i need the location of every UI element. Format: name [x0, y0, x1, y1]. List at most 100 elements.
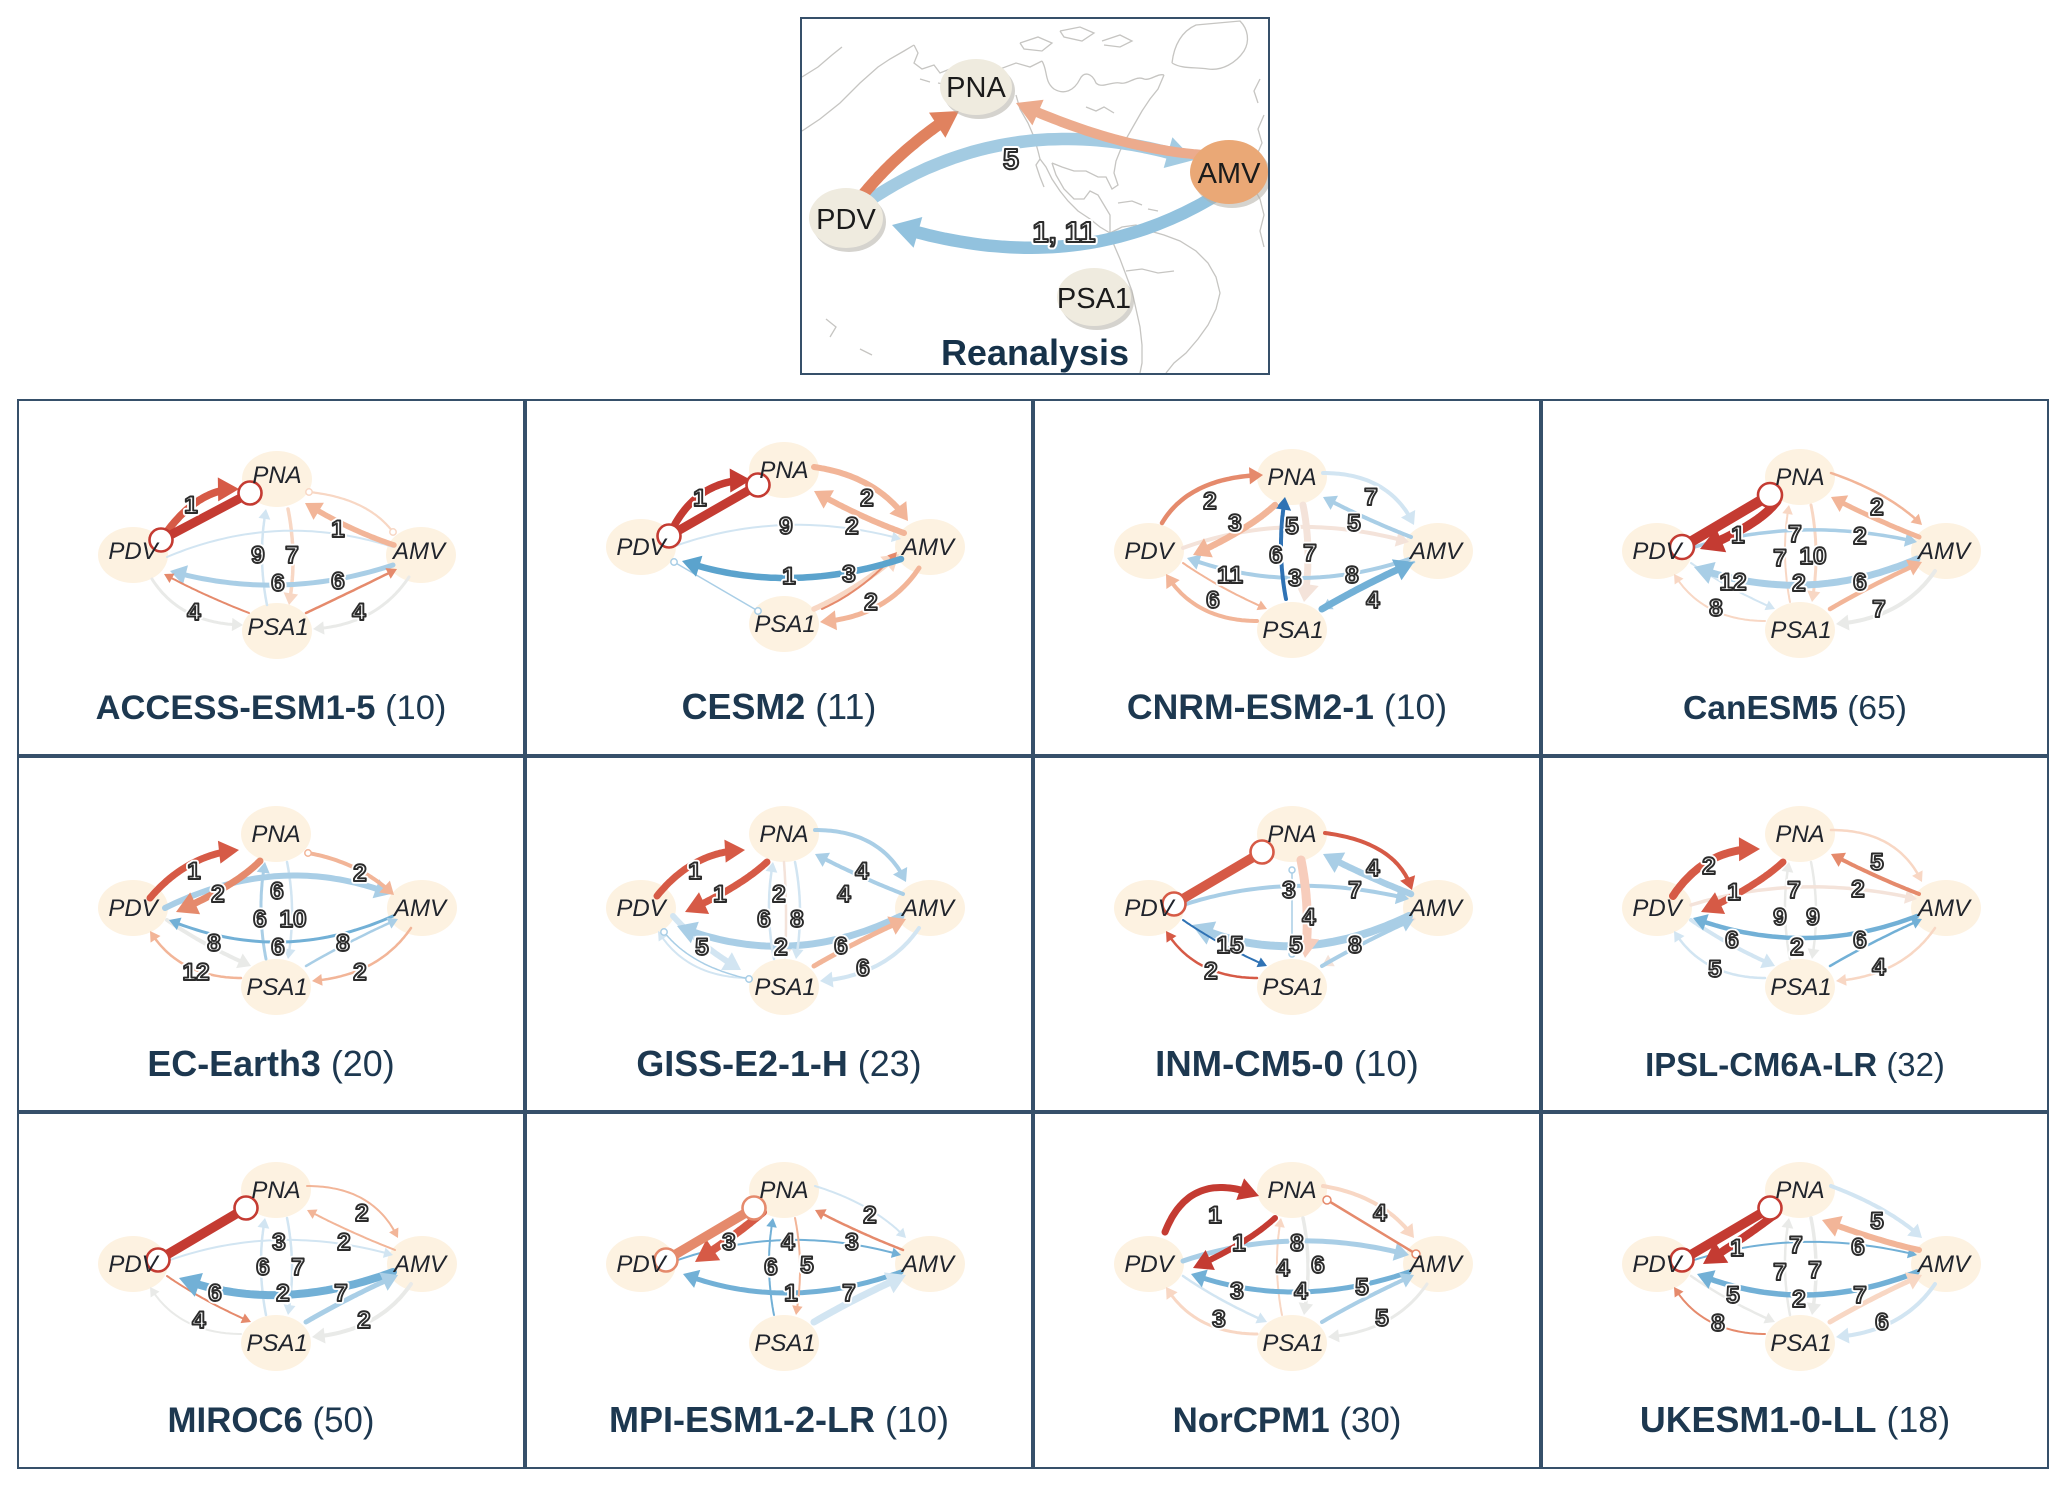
svg-text:1: 1	[1232, 1230, 1246, 1257]
svg-text:PSA1: PSA1	[1770, 974, 1831, 1001]
svg-text:PDV: PDV	[816, 204, 876, 236]
svg-text:5: 5	[1375, 1305, 1389, 1332]
svg-text:2: 2	[337, 1229, 351, 1256]
svg-text:2: 2	[860, 485, 874, 512]
svg-text:5: 5	[1726, 1282, 1740, 1309]
svg-text:2: 2	[1204, 958, 1218, 985]
svg-text:9: 9	[251, 542, 265, 569]
svg-text:NorCPM1 (30): NorCPM1 (30)	[1173, 1401, 1402, 1440]
svg-text:6: 6	[1853, 927, 1867, 954]
svg-text:2: 2	[211, 881, 225, 908]
svg-text:6: 6	[856, 955, 870, 982]
svg-text:8: 8	[1290, 1230, 1304, 1257]
svg-text:3: 3	[1212, 1306, 1226, 1333]
svg-text:4: 4	[1302, 904, 1316, 931]
svg-text:8: 8	[1345, 562, 1359, 589]
svg-text:PDV: PDV	[1124, 1251, 1175, 1278]
svg-text:6: 6	[253, 906, 267, 933]
svg-text:6: 6	[1875, 1309, 1889, 1336]
svg-text:4: 4	[1872, 954, 1886, 981]
svg-text:7: 7	[1364, 484, 1378, 511]
svg-text:PSA1: PSA1	[1262, 617, 1323, 644]
svg-text:AMV: AMV	[392, 1251, 448, 1278]
svg-text:2: 2	[1792, 570, 1806, 597]
svg-text:7: 7	[1808, 1257, 1822, 1284]
svg-text:PSA1: PSA1	[754, 611, 815, 638]
svg-text:4: 4	[1373, 1200, 1387, 1227]
svg-text:1: 1	[784, 1280, 798, 1307]
svg-text:6: 6	[1269, 542, 1283, 569]
svg-text:2: 2	[357, 1307, 371, 1334]
svg-text:CanESM5 (65): CanESM5 (65)	[1683, 690, 1907, 727]
svg-text:PNA: PNA	[759, 821, 808, 848]
svg-text:2: 2	[774, 934, 788, 961]
svg-text:1: 1	[184, 492, 198, 519]
svg-text:7: 7	[1788, 521, 1802, 548]
svg-text:2: 2	[1870, 494, 1884, 521]
svg-text:4: 4	[352, 599, 366, 626]
svg-text:10: 10	[1799, 543, 1826, 570]
svg-text:6: 6	[1851, 1234, 1865, 1261]
svg-text:2: 2	[276, 1280, 290, 1307]
svg-text:3: 3	[1228, 510, 1242, 537]
svg-text:2: 2	[864, 589, 878, 616]
svg-text:7: 7	[1788, 521, 1802, 548]
svg-text:1, 11: 1, 11	[1033, 217, 1096, 249]
svg-text:1: 1	[331, 516, 345, 543]
svg-text:4: 4	[1366, 855, 1380, 882]
svg-text:4: 4	[1294, 1278, 1308, 1305]
svg-text:PNA: PNA	[251, 821, 300, 848]
svg-text:6: 6	[1725, 927, 1739, 954]
svg-text:8: 8	[336, 930, 350, 957]
svg-text:4: 4	[192, 1307, 206, 1334]
svg-text:3: 3	[1282, 877, 1296, 904]
svg-text:1: 1	[1232, 1230, 1246, 1257]
svg-text:6: 6	[331, 568, 345, 595]
svg-text:4: 4	[1373, 1200, 1387, 1227]
svg-text:PDV: PDV	[108, 538, 159, 565]
svg-text:1: 1	[187, 858, 201, 885]
svg-text:PNA: PNA	[251, 1177, 300, 1204]
svg-text:5: 5	[1708, 956, 1722, 983]
svg-text:4: 4	[1294, 1278, 1308, 1305]
svg-text:3: 3	[845, 1229, 859, 1256]
svg-text:2: 2	[276, 1280, 290, 1307]
svg-text:2: 2	[863, 1202, 877, 1229]
svg-text:4: 4	[1366, 855, 1380, 882]
svg-text:8: 8	[1711, 1310, 1725, 1337]
svg-text:7: 7	[1773, 1259, 1787, 1286]
svg-text:8: 8	[1345, 562, 1359, 589]
svg-text:2: 2	[1853, 523, 1867, 550]
svg-text:3: 3	[272, 1229, 286, 1256]
svg-text:6: 6	[1851, 1234, 1865, 1261]
svg-text:6: 6	[1206, 587, 1220, 614]
svg-text:CNRM-ESM2-1 (10): CNRM-ESM2-1 (10)	[1127, 687, 1447, 727]
svg-text:2: 2	[860, 485, 874, 512]
svg-text:1: 1	[1731, 522, 1745, 549]
svg-text:1: 1	[1727, 879, 1741, 906]
svg-text:4: 4	[837, 881, 851, 908]
svg-text:6: 6	[1311, 1252, 1325, 1279]
svg-text:1: 1	[693, 485, 707, 512]
svg-text:2: 2	[1792, 1286, 1806, 1313]
svg-text:5: 5	[1285, 513, 1299, 540]
svg-text:3: 3	[1288, 565, 1302, 592]
svg-text:AMV: AMV	[900, 1251, 956, 1278]
svg-text:7: 7	[1303, 540, 1317, 567]
svg-text:4: 4	[1276, 1255, 1290, 1282]
svg-text:PSA1: PSA1	[1262, 1330, 1323, 1357]
svg-text:4: 4	[837, 881, 851, 908]
svg-text:5: 5	[1289, 932, 1303, 959]
svg-text:4: 4	[1872, 954, 1886, 981]
svg-text:1: 1	[1208, 1202, 1222, 1229]
svg-text:6: 6	[856, 955, 870, 982]
svg-text:4: 4	[187, 599, 201, 626]
svg-text:1: 1	[693, 485, 707, 512]
svg-text:2: 2	[355, 1200, 369, 1227]
svg-text:7: 7	[334, 1280, 348, 1307]
svg-text:PSA1: PSA1	[1262, 974, 1323, 1001]
svg-text:6: 6	[1269, 542, 1283, 569]
svg-text:7: 7	[1303, 540, 1317, 567]
svg-text:3: 3	[1230, 1278, 1244, 1305]
svg-text:3: 3	[1212, 1306, 1226, 1333]
